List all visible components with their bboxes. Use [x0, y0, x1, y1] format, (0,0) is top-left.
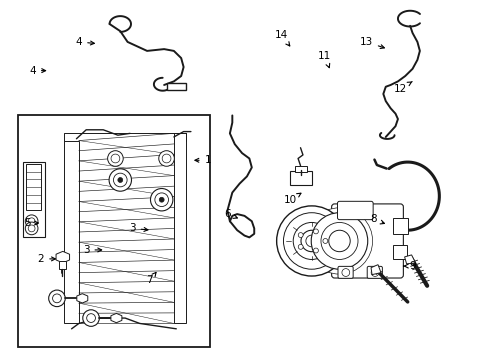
Circle shape [298, 244, 303, 249]
Text: 11: 11 [318, 51, 331, 68]
Circle shape [328, 230, 349, 252]
Text: 5: 5 [24, 218, 38, 228]
Bar [23, 162, 45, 237]
Circle shape [25, 215, 38, 228]
Circle shape [306, 208, 372, 274]
Circle shape [118, 177, 122, 183]
Circle shape [293, 222, 329, 260]
FancyBboxPatch shape [337, 266, 352, 278]
Text: 3: 3 [82, 245, 102, 255]
Circle shape [107, 151, 123, 166]
Circle shape [111, 154, 120, 163]
Polygon shape [404, 255, 415, 264]
FancyBboxPatch shape [366, 266, 382, 278]
FancyBboxPatch shape [337, 201, 372, 220]
Bar [166, 83, 185, 90]
Circle shape [150, 189, 173, 211]
Circle shape [298, 233, 303, 238]
Circle shape [162, 154, 171, 163]
Text: 14: 14 [274, 30, 289, 46]
Circle shape [276, 206, 346, 276]
Bar [392, 244, 406, 259]
Text: 6: 6 [224, 209, 237, 219]
Circle shape [159, 197, 164, 202]
Text: 4: 4 [76, 37, 94, 47]
Circle shape [341, 269, 349, 276]
Circle shape [305, 235, 317, 247]
Circle shape [313, 248, 318, 253]
Text: 4: 4 [29, 66, 45, 76]
Circle shape [370, 269, 378, 276]
Circle shape [113, 173, 127, 187]
Circle shape [53, 294, 61, 303]
Circle shape [308, 210, 369, 272]
Text: 1: 1 [195, 155, 211, 165]
Bar [18, 116, 210, 347]
Text: 7: 7 [146, 273, 156, 285]
Circle shape [283, 213, 339, 269]
Circle shape [49, 290, 65, 307]
Text: 10: 10 [284, 193, 300, 205]
Circle shape [28, 218, 35, 225]
Text: 13: 13 [359, 37, 384, 49]
Circle shape [82, 310, 99, 327]
FancyBboxPatch shape [331, 204, 403, 278]
Circle shape [159, 151, 174, 166]
Circle shape [25, 222, 38, 235]
Bar [392, 218, 407, 234]
Circle shape [109, 169, 131, 191]
Text: 12: 12 [393, 82, 411, 94]
Circle shape [313, 229, 318, 234]
Circle shape [86, 314, 95, 323]
Bar [174, 134, 185, 323]
Polygon shape [370, 265, 380, 275]
Polygon shape [77, 294, 87, 303]
Text: 9: 9 [403, 261, 415, 271]
Circle shape [320, 222, 357, 260]
Polygon shape [111, 314, 122, 323]
Circle shape [322, 239, 327, 243]
Bar [294, 166, 306, 172]
Circle shape [155, 193, 168, 207]
Text: 3: 3 [129, 224, 148, 233]
Bar [26, 164, 41, 211]
Polygon shape [56, 251, 69, 263]
Bar [59, 261, 66, 269]
Bar [64, 140, 79, 323]
Bar [289, 171, 311, 185]
Text: 8: 8 [369, 215, 384, 224]
Circle shape [28, 225, 35, 232]
Text: 2: 2 [38, 254, 55, 264]
Circle shape [301, 230, 322, 252]
Circle shape [310, 213, 367, 269]
